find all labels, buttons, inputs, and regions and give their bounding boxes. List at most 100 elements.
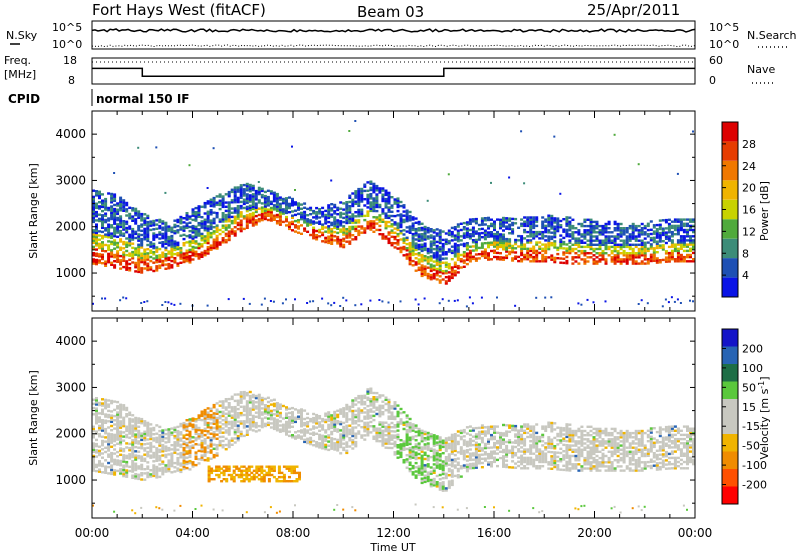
power-cell — [278, 211, 282, 214]
power-cell — [405, 219, 409, 223]
power-cell — [113, 232, 117, 236]
power-cell — [679, 247, 683, 250]
velocity-cell — [426, 454, 430, 458]
velocity-cell — [405, 422, 409, 426]
power-cell — [218, 193, 222, 196]
velocity-cell — [300, 418, 303, 422]
velocity-cell — [92, 454, 95, 458]
power-cell — [553, 219, 557, 222]
velocity-cell — [372, 425, 376, 428]
power-cell — [122, 240, 126, 244]
power-cell — [411, 216, 415, 219]
power-cell — [426, 276, 430, 280]
velocity-cell — [101, 464, 104, 468]
power-cell — [188, 240, 192, 243]
power-cell — [116, 246, 120, 249]
power-cell — [137, 247, 141, 251]
velocity-cell — [354, 432, 358, 435]
power-cell — [245, 184, 249, 188]
velocity-cell — [291, 421, 294, 424]
velocity-cell — [417, 471, 421, 474]
velocity-cell — [266, 421, 270, 424]
velocity-cell — [360, 396, 364, 400]
power-cell — [122, 222, 126, 225]
power-cell — [224, 201, 228, 204]
velocity-cell — [294, 418, 297, 421]
power-cell — [511, 228, 515, 231]
velocity-cell — [95, 430, 98, 433]
power-cell — [502, 258, 505, 261]
power-cell — [107, 261, 111, 264]
power-cell — [402, 245, 406, 249]
velocity-cell — [309, 440, 313, 444]
power-cell — [245, 209, 249, 213]
velocity-cell — [420, 450, 424, 453]
power-cell — [312, 220, 316, 223]
velocity-cell — [149, 441, 153, 445]
velocity-cell — [101, 408, 104, 411]
power-cell — [101, 253, 104, 256]
power-cell — [158, 256, 162, 259]
y-tick-label: 3000 — [55, 173, 86, 187]
power-cell — [345, 213, 349, 216]
power-cell — [149, 266, 153, 269]
velocity-cell — [233, 428, 237, 432]
velocity-cell — [257, 408, 261, 411]
power-cell — [396, 241, 400, 244]
velocity-cell — [260, 417, 264, 420]
velocity-cell — [152, 453, 156, 457]
velocity-cell — [206, 423, 210, 427]
power-cell — [655, 246, 659, 250]
velocity-cell — [366, 390, 370, 393]
power-cell — [191, 218, 195, 222]
power-cell — [450, 233, 454, 236]
velocity-cell — [393, 403, 397, 406]
velocity-cell — [179, 462, 183, 465]
power-cell — [571, 231, 575, 234]
velocity-cell — [285, 427, 288, 430]
power-cell — [263, 201, 267, 204]
velocity-cell — [212, 433, 216, 436]
velocity-cell — [155, 459, 159, 462]
power-cell — [384, 224, 388, 228]
velocity-cell — [140, 474, 144, 477]
power-cell — [646, 258, 650, 261]
velocity-cell — [134, 475, 138, 478]
power-cell — [206, 210, 210, 213]
power-cell — [191, 239, 195, 242]
power-cell — [447, 267, 451, 270]
power-cell — [306, 222, 310, 225]
velocity-cell — [110, 410, 114, 413]
power-cell — [375, 209, 379, 213]
velocity-cell — [330, 432, 334, 436]
power-cell — [661, 246, 665, 249]
freq-label-line1: Freq. — [4, 54, 31, 67]
velocity-cell — [128, 469, 132, 473]
velocity-cell — [420, 473, 424, 476]
power-cell — [303, 217, 307, 220]
power-cell — [505, 246, 509, 249]
power-cell — [161, 220, 165, 223]
velocity-cell — [119, 407, 123, 411]
power-cell — [429, 244, 433, 248]
velocity-cell — [306, 412, 310, 415]
velocity-cell — [260, 400, 264, 404]
power-cell — [559, 240, 563, 243]
power-cell — [275, 205, 279, 208]
power-cell — [236, 221, 240, 225]
velocity-cell — [110, 466, 114, 469]
power-cell — [634, 260, 638, 263]
power-cell — [393, 198, 397, 201]
velocity-cell — [300, 414, 303, 417]
power-cell — [339, 238, 343, 242]
power-cell — [152, 234, 156, 237]
velocity-cell — [122, 454, 126, 457]
power-cell — [125, 262, 129, 265]
power-cell — [613, 245, 617, 249]
velocity-cell — [239, 411, 243, 415]
power-cell — [414, 298, 417, 301]
power-cell — [508, 225, 512, 229]
velocity-cell — [396, 446, 400, 449]
power-cell — [369, 220, 373, 223]
velocity-cell — [254, 426, 258, 429]
